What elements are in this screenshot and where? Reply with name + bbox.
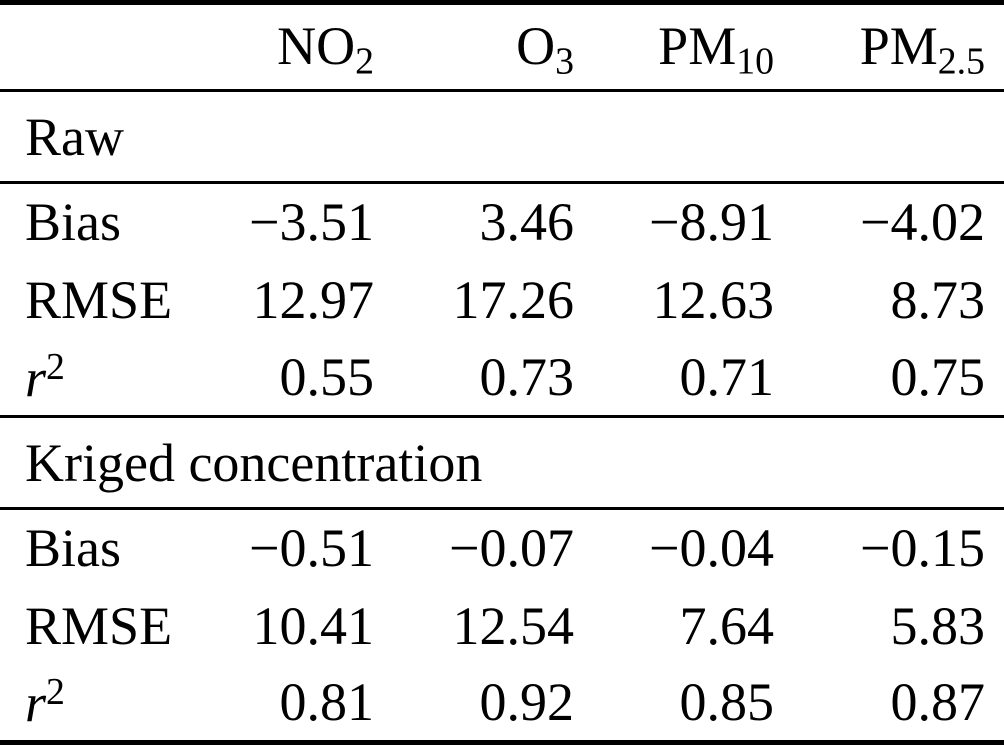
cell-kriged-bias-pm10: −0.04 <box>649 518 774 579</box>
cell-kriged-r2-no2: 0.81 <box>279 672 375 733</box>
cell-raw-r2-pm25: 0.75 <box>890 346 986 407</box>
cell-raw-bias-pm25: −4.02 <box>860 192 985 253</box>
cell-kriged-r2-pm25: 0.87 <box>890 672 986 733</box>
section-kriged-data: Bias −0.51 −0.07 −0.04 −0.15 RMSE 10.41 … <box>0 509 1004 743</box>
section-title-kriged: Kriged concentration <box>25 432 483 493</box>
row-label-r2: r2 <box>0 339 185 417</box>
cell-kriged-bias-o3: −0.07 <box>449 518 574 579</box>
cell-raw-rmse-no2: 12.97 <box>252 269 375 330</box>
header-pm10-base: PM <box>658 15 737 76</box>
header-empty-cell <box>0 3 185 91</box>
cell-raw-r2-o3: 0.73 <box>479 346 575 407</box>
cell-raw-r2-no2: 0.55 <box>279 346 375 407</box>
r2-label-superscript: 2 <box>46 345 65 388</box>
cell-kriged-bias-pm25: −0.15 <box>860 518 985 579</box>
header-pm25-base: PM <box>859 15 938 76</box>
cell-raw-rmse-o3: 17.26 <box>452 269 575 330</box>
table-row-raw-bias: Bias −3.51 3.46 −8.91 −4.02 <box>0 183 1004 261</box>
table-row-raw-rmse: RMSE 12.97 17.26 12.63 8.73 <box>0 261 1004 339</box>
section-raw-title: Raw <box>0 91 1004 183</box>
row-label-rmse: RMSE <box>25 595 173 656</box>
cell-kriged-rmse-pm25: 5.83 <box>890 595 986 656</box>
header-pm25: PM2.5 <box>775 3 1004 91</box>
section-title-raw: Raw <box>25 106 124 167</box>
header-pm10-subscript: 10 <box>736 40 774 82</box>
table-row-kriged-r2: r2 0.81 0.92 0.85 0.87 <box>0 665 1004 743</box>
r2-label-base: r <box>25 347 47 408</box>
header-pm25-subscript: 2.5 <box>937 40 985 82</box>
cell-raw-bias-pm10: −8.91 <box>649 192 774 253</box>
section-title-row: Raw <box>0 91 1004 183</box>
row-label-bias: Bias <box>25 518 122 579</box>
header-no2: NO2 <box>185 3 375 91</box>
header-o3: O3 <box>375 3 575 91</box>
cell-kriged-rmse-o3: 12.54 <box>452 595 575 656</box>
cell-kriged-bias-no2: −0.51 <box>249 518 374 579</box>
table-row-kriged-rmse: RMSE 10.41 12.54 7.64 5.83 <box>0 587 1004 665</box>
header-row: NO2 O3 PM10 PM2.5 <box>0 3 1004 91</box>
cell-kriged-rmse-pm10: 7.64 <box>679 595 775 656</box>
row-label-rmse: RMSE <box>25 269 173 330</box>
cell-raw-rmse-pm10: 12.63 <box>652 269 775 330</box>
row-label-r2: r2 <box>0 665 185 743</box>
cell-raw-bias-no2: −3.51 <box>249 192 374 253</box>
r2-label-superscript: 2 <box>46 671 65 714</box>
row-label-bias: Bias <box>25 192 122 253</box>
cell-raw-rmse-pm25: 8.73 <box>890 269 986 330</box>
cell-raw-bias-o3: 3.46 <box>479 192 575 253</box>
header-no2-base: NO <box>277 15 356 76</box>
table-row-raw-r2: r2 0.55 0.73 0.71 0.75 <box>0 339 1004 417</box>
header-o3-base: O <box>516 15 556 76</box>
cell-kriged-r2-o3: 0.92 <box>479 672 575 733</box>
section-raw-data: Bias −3.51 3.46 −8.91 −4.02 RMSE 12.97 1… <box>0 183 1004 417</box>
table-row-kriged-bias: Bias −0.51 −0.07 −0.04 −0.15 <box>0 509 1004 587</box>
header-no2-subscript: 2 <box>355 40 374 82</box>
cell-kriged-rmse-no2: 10.41 <box>252 595 375 656</box>
table-header: NO2 O3 PM10 PM2.5 <box>0 3 1004 91</box>
cell-kriged-r2-pm10: 0.85 <box>679 672 775 733</box>
header-pm10: PM10 <box>575 3 775 91</box>
r2-label-base: r <box>25 673 47 734</box>
section-title-row: Kriged concentration <box>0 416 1004 508</box>
section-kriged-title: Kriged concentration <box>0 416 1004 509</box>
header-o3-subscript: 3 <box>555 40 574 82</box>
cell-raw-r2-pm10: 0.71 <box>679 346 775 407</box>
